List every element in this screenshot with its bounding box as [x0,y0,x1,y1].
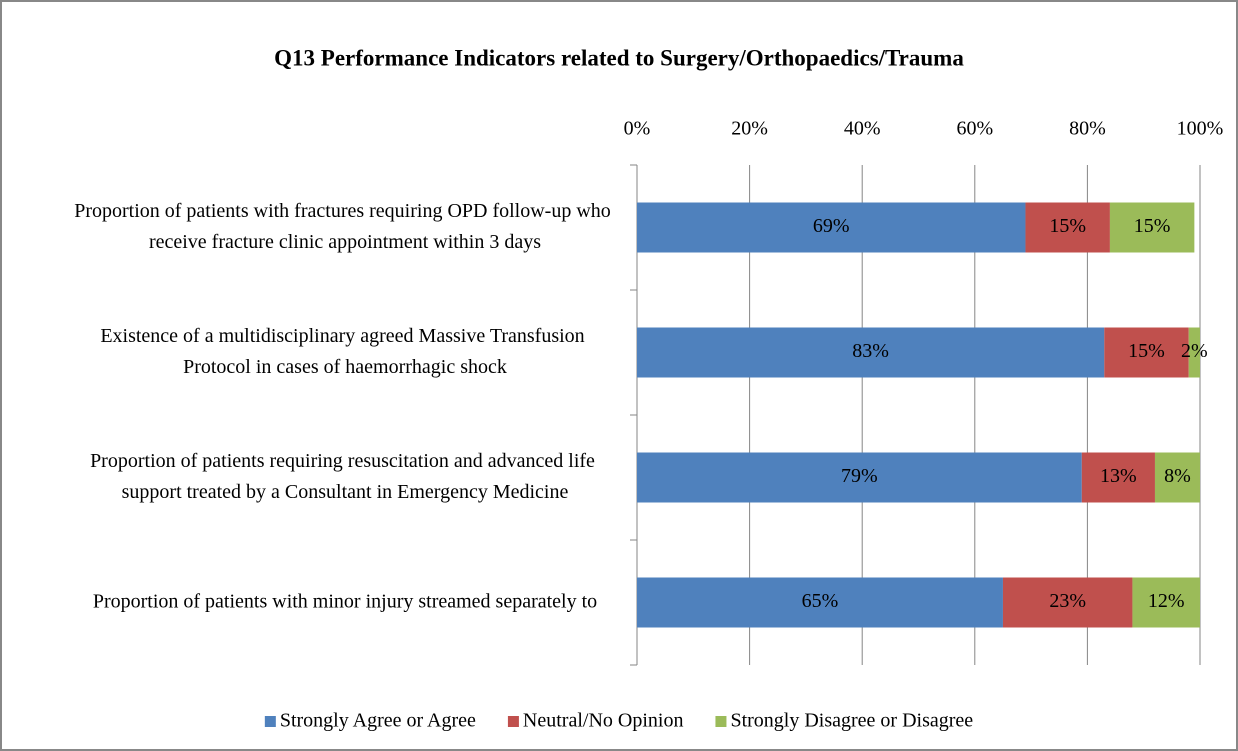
y-tick-label: Existence of a multidisciplinary agreed … [100,325,589,378]
legend-label: Strongly Agree or Agree [280,710,476,732]
bar-segment [637,202,1026,253]
legend-swatch [507,716,519,727]
data-label: 8% [1164,465,1191,487]
data-label: 12% [1148,590,1185,612]
x-tick-label: 60% [956,118,993,140]
bar-segment [1154,452,1200,503]
bar-segment [637,327,1105,378]
legend-label: Neutral/No Opinion [523,710,684,732]
legend-item: Strongly Agree or Agree [264,710,476,732]
data-label: 15% [1049,215,1086,237]
data-label: 2% [1181,340,1208,362]
legend-item: Strongly Disagree or Disagree [715,710,973,732]
bar-segment [1002,577,1133,628]
x-tick-label: 20% [731,118,768,140]
legend-item: Neutral/No Opinion [507,710,684,732]
data-label: 23% [1049,590,1086,612]
chart-title: Q13 Performance Indicators related to Su… [274,45,964,70]
y-tick-label: Proportion of patients with fractures re… [74,200,616,253]
x-tick-label: 80% [1069,118,1106,140]
data-label: 79% [841,465,878,487]
data-label: 69% [813,215,850,237]
x-tick-label: 0% [624,118,651,140]
x-tick-label: 100% [1177,118,1224,140]
data-label: 65% [802,590,839,612]
bar-segment [637,577,1003,628]
bar-segment [1081,452,1155,503]
bar-segment [1188,327,1200,378]
legend-swatch [264,716,276,727]
legend-label: Strongly Disagree or Disagree [730,710,973,732]
legend-swatch [715,716,727,727]
bar-segment [1025,202,1110,253]
bar-segment [637,452,1082,503]
bar-segment [1132,577,1200,628]
y-tick-label: Proportion of patients with minor injury… [93,590,597,612]
y-tick-label: Proportion of patients requiring resusci… [90,450,600,503]
data-label: 15% [1134,215,1171,237]
data-label: 83% [852,340,889,362]
data-label: 13% [1100,465,1137,487]
x-tick-label: 40% [844,118,881,140]
bar-segment [1104,327,1189,378]
data-label: 15% [1128,340,1165,362]
bar-segment [1109,202,1195,253]
